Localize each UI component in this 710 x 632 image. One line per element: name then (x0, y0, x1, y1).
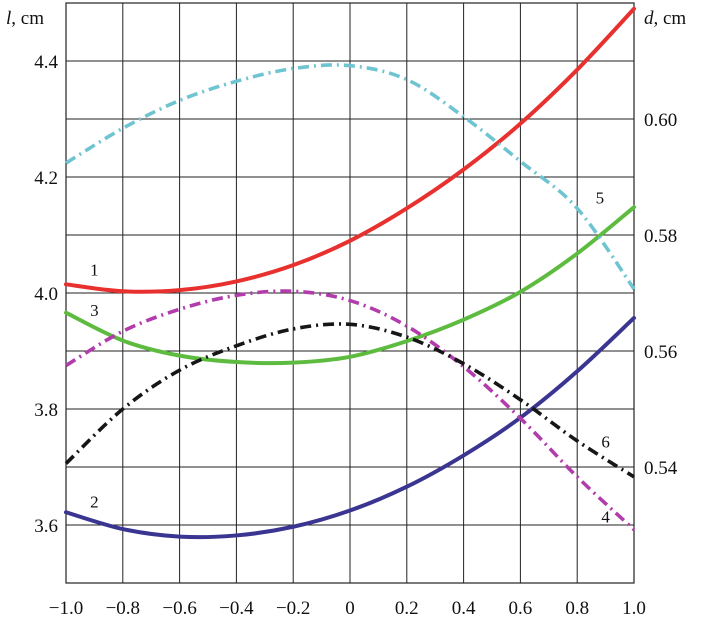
curve-4 (65, 289, 636, 531)
left-tick-label: 4.4 (34, 52, 58, 73)
x-tick-label: 1.0 (622, 598, 646, 619)
curve-3 (64, 205, 636, 366)
x-tick-label: 0.8 (565, 598, 589, 619)
right-axis-variable: d (644, 8, 654, 29)
x-tick-label: −0.8 (106, 598, 140, 619)
left-axis-title: l, cm (6, 8, 44, 29)
curve-label-2: 2 (90, 493, 99, 512)
x-tick-label: −0.2 (276, 598, 310, 619)
x-tick-label: −1.0 (49, 598, 83, 619)
right-axis-unit: , cm (654, 8, 687, 29)
curve-5 (65, 63, 636, 290)
x-tick-label: −0.6 (162, 598, 196, 619)
x-tick-label: −0.4 (219, 598, 254, 619)
right-tick-label: 0.54 (644, 458, 678, 479)
x-tick-label: 0 (345, 598, 355, 619)
curve-6 (64, 322, 635, 479)
curve-label-6: 6 (601, 432, 610, 451)
curve-1 (64, 6, 636, 294)
curves (64, 6, 636, 540)
left-tick-label: 3.8 (34, 400, 58, 421)
plot-frame (65, 2, 635, 584)
curve-2 (64, 315, 636, 540)
curve-label-4: 4 (601, 508, 610, 527)
left-tick-label: 4.2 (34, 168, 58, 189)
x-tick-label: 0.6 (509, 598, 533, 619)
curve-label-1: 1 (90, 261, 99, 280)
curve-label-5: 5 (596, 189, 605, 208)
left-axis-variable: l (6, 8, 11, 29)
left-tick-label: 4.0 (34, 284, 58, 305)
curve-labels: 1 2 3 4 5 6 (90, 189, 610, 527)
x-tick-label: 0.4 (452, 598, 476, 619)
x-tick-label: 0.2 (395, 598, 419, 619)
left-axis-unit: , cm (11, 8, 44, 29)
right-tick-label: 0.56 (644, 342, 677, 363)
right-tick-label: 0.58 (644, 226, 677, 247)
right-axis-title: d, cm (644, 8, 686, 29)
left-tick-label: 3.6 (34, 516, 58, 537)
curve-label-3: 3 (90, 301, 99, 320)
tick-labels: −1.0 −0.8 −0.6 −0.4 −0.2 0 0.2 0.4 0.6 0.8 1.0 3.6 3… (34, 52, 678, 619)
right-tick-label: 0.60 (644, 110, 677, 131)
grid (65, 2, 635, 584)
